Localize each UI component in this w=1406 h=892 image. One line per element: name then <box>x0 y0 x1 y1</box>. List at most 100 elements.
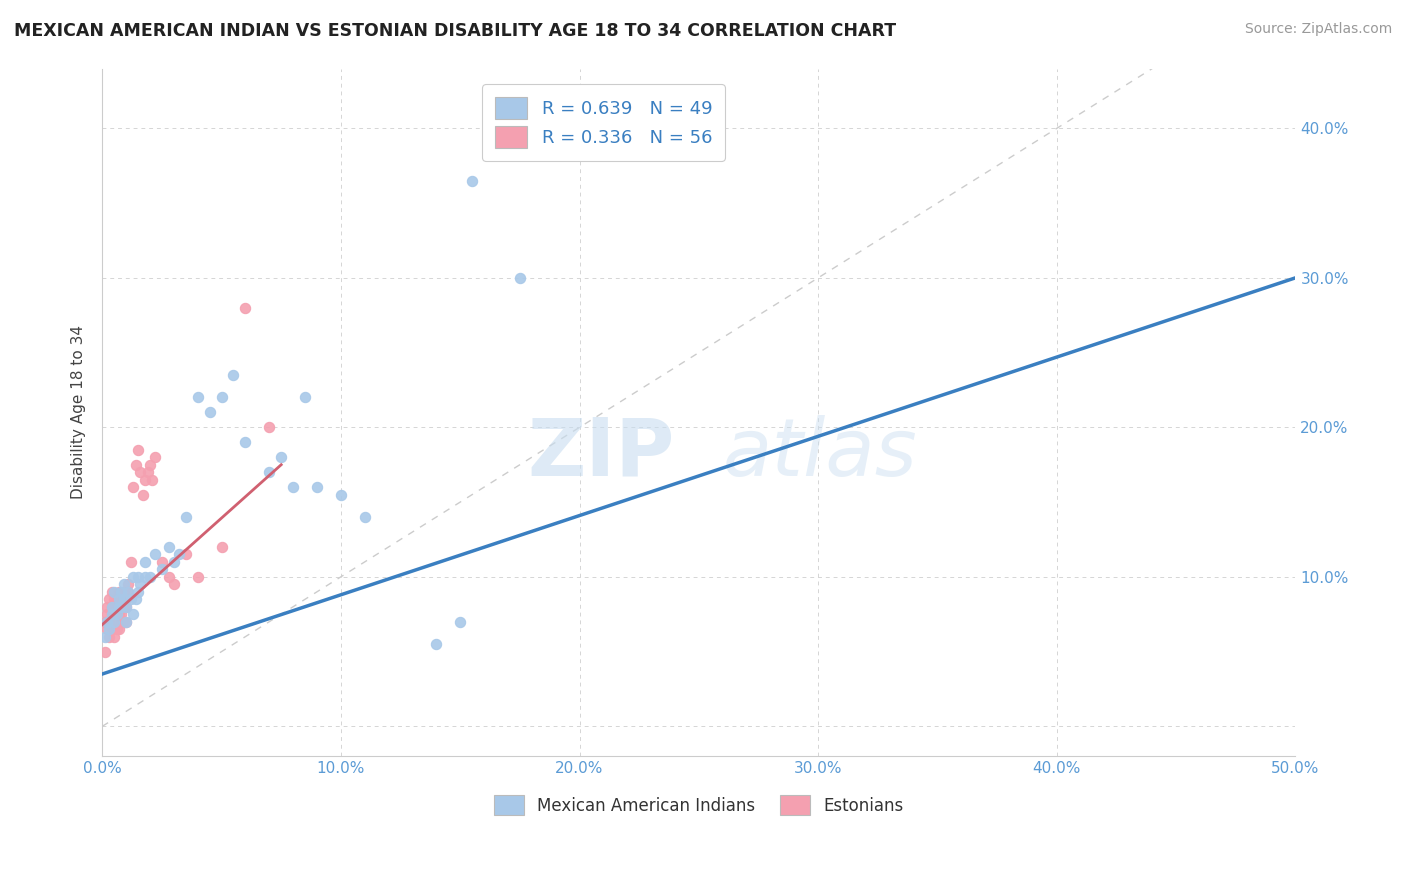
Point <box>110 599 132 614</box>
Point <box>129 465 152 479</box>
Point <box>187 391 209 405</box>
Point <box>100 599 122 614</box>
Point <box>329 488 352 502</box>
Point <box>100 584 122 599</box>
Point <box>122 607 145 622</box>
Text: Source: ZipAtlas.com: Source: ZipAtlas.com <box>1244 22 1392 37</box>
Point <box>136 465 159 479</box>
Point <box>449 615 471 629</box>
Point <box>103 630 125 644</box>
Point <box>117 584 139 599</box>
Point <box>127 442 149 457</box>
Point <box>134 555 156 569</box>
Text: atlas: atlas <box>723 415 918 492</box>
Point <box>235 301 257 315</box>
Point <box>139 458 162 472</box>
Point <box>110 592 132 607</box>
Point <box>100 607 122 622</box>
Point <box>108 607 131 622</box>
Point <box>222 368 245 382</box>
Point <box>143 548 166 562</box>
Point <box>122 570 145 584</box>
Point <box>259 420 281 434</box>
Point <box>129 577 152 591</box>
Point <box>105 622 128 636</box>
Point <box>110 615 132 629</box>
Point <box>103 615 125 629</box>
Point <box>120 555 142 569</box>
Point <box>100 622 122 636</box>
Point <box>103 584 125 599</box>
Point <box>96 622 118 636</box>
Point <box>143 450 166 465</box>
Point <box>96 607 118 622</box>
Point <box>108 584 131 599</box>
Point <box>174 510 197 524</box>
Point <box>187 570 209 584</box>
Text: MEXICAN AMERICAN INDIAN VS ESTONIAN DISABILITY AGE 18 TO 34 CORRELATION CHART: MEXICAN AMERICAN INDIAN VS ESTONIAN DISA… <box>14 22 896 40</box>
Point <box>157 570 180 584</box>
Point <box>211 391 233 405</box>
Point <box>115 599 138 614</box>
Point <box>124 458 146 472</box>
Point <box>112 592 135 607</box>
Point <box>150 562 173 576</box>
Point <box>134 570 156 584</box>
Point <box>98 615 121 629</box>
Point <box>305 480 328 494</box>
Point <box>132 488 155 502</box>
Point <box>112 615 135 629</box>
Point <box>461 174 484 188</box>
Point <box>105 592 128 607</box>
Point <box>115 615 138 629</box>
Point <box>174 548 197 562</box>
Point <box>108 622 131 636</box>
Point <box>163 555 186 569</box>
Point <box>157 540 180 554</box>
Point <box>110 584 132 599</box>
Point <box>112 599 135 614</box>
Point <box>115 615 138 629</box>
Point <box>127 570 149 584</box>
Point <box>115 592 138 607</box>
Point <box>353 510 375 524</box>
Point <box>167 548 190 562</box>
Point <box>120 592 142 607</box>
Point <box>103 592 125 607</box>
Point <box>105 607 128 622</box>
Point <box>294 391 316 405</box>
Point <box>198 405 221 419</box>
Point <box>98 592 121 607</box>
Point <box>425 637 447 651</box>
Point <box>96 599 118 614</box>
Point <box>98 630 121 644</box>
Point <box>93 630 115 644</box>
Point <box>105 607 128 622</box>
Point <box>103 599 125 614</box>
Point <box>108 599 131 614</box>
Point <box>117 584 139 599</box>
Point <box>98 622 121 636</box>
Point <box>103 615 125 629</box>
Point <box>139 570 162 584</box>
Point <box>112 584 135 599</box>
Point <box>108 599 131 614</box>
Point <box>163 577 186 591</box>
Text: ZIP: ZIP <box>527 415 675 492</box>
Point <box>100 607 122 622</box>
Point <box>150 555 173 569</box>
Legend: Mexican American Indians, Estonians: Mexican American Indians, Estonians <box>485 787 912 823</box>
Point <box>108 592 131 607</box>
Point <box>141 473 163 487</box>
Point <box>127 584 149 599</box>
Point <box>259 465 281 479</box>
Point <box>122 480 145 494</box>
Point <box>235 435 257 450</box>
Point <box>115 599 138 614</box>
Point <box>105 599 128 614</box>
Point <box>100 599 122 614</box>
Point <box>281 480 304 494</box>
Point <box>134 473 156 487</box>
Point <box>112 592 135 607</box>
Point <box>103 607 125 622</box>
